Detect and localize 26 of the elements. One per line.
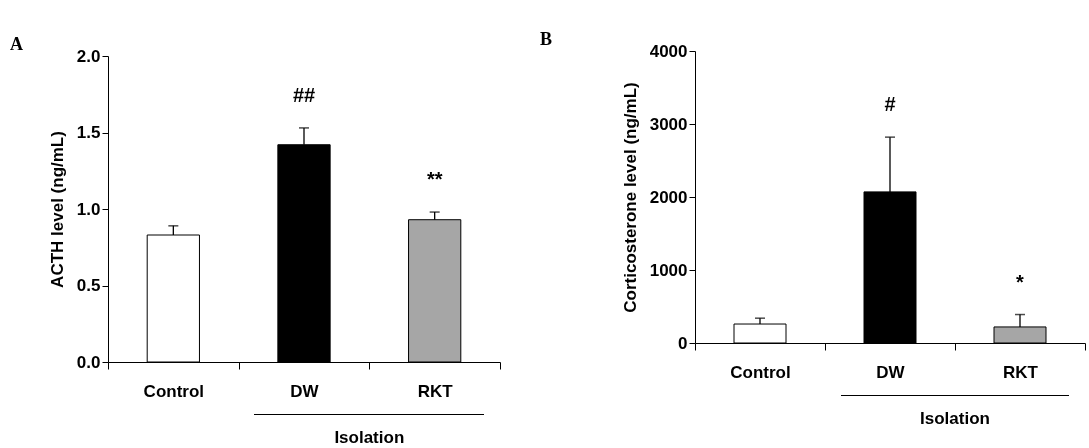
- x-tick-label: DW: [876, 362, 906, 382]
- x-tick-label: RKT: [417, 381, 454, 401]
- annotation: ##: [292, 83, 316, 106]
- x-tick-label: Control: [143, 381, 205, 401]
- y-tick-label: 3000: [649, 114, 688, 134]
- annotation: **: [426, 168, 443, 191]
- y-tick-label: 0.0: [76, 352, 101, 372]
- y-tick-label: 0: [678, 333, 688, 353]
- y-axis-title: Corticosterone level (ng/mL): [620, 82, 640, 313]
- text: Isolation: [919, 409, 991, 429]
- y-tick-label: 0.5: [76, 276, 101, 295]
- y-tick-label: 4000: [649, 41, 688, 61]
- text: Isolation: [333, 428, 406, 448]
- text: B: [540, 29, 553, 50]
- y-axis-title: ACTH level (ng/mL): [47, 131, 67, 288]
- x-tick-label: DW: [290, 381, 320, 401]
- y-tick-label: 1.0: [76, 199, 101, 219]
- x-tick-label: Control: [730, 362, 791, 382]
- annotation: *: [1016, 270, 1025, 293]
- x-tick-label: RKT: [1003, 362, 1039, 382]
- y-tick-label: 2000: [649, 187, 688, 207]
- chart-title: A: [10, 34, 23, 55]
- y-tick-label: 2.0: [76, 46, 101, 66]
- y-tick-label: 1.5: [76, 123, 101, 142]
- annotation: #: [884, 93, 896, 116]
- y-tick-label: 1000: [649, 260, 688, 280]
